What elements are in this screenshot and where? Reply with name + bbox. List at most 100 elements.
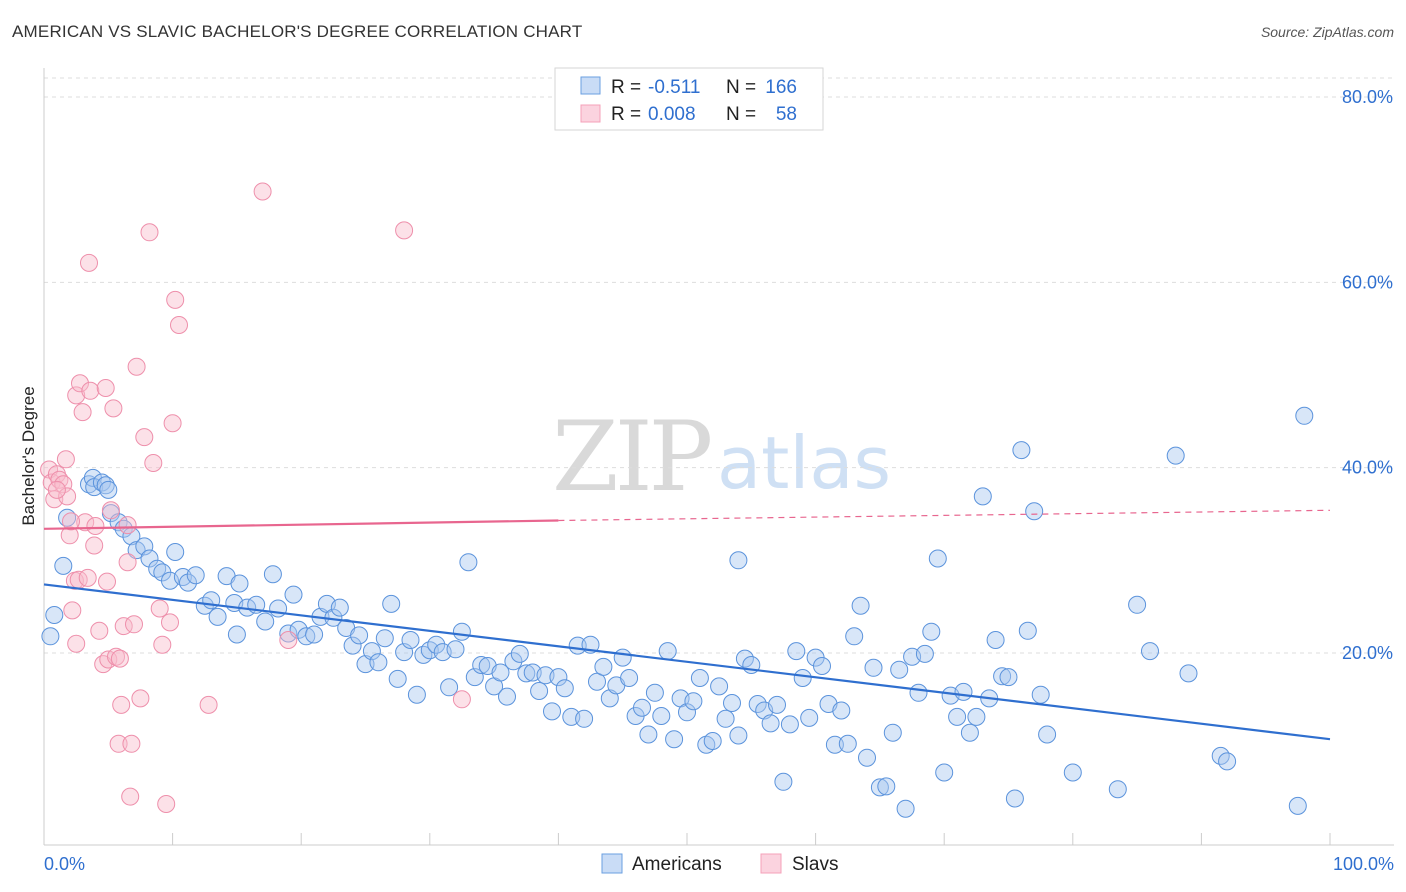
- slavs-point: [96, 379, 115, 397]
- americans-point: [883, 723, 902, 742]
- chart-title: AMERICAN VS SLAVIC BACHELOR'S DEGREE COR…: [12, 22, 583, 41]
- stats-slavs-n-label: N =: [726, 104, 756, 125]
- legend-item-americans[interactable]: Americans: [601, 853, 722, 875]
- stats-americans-r-value: -0.511: [648, 77, 700, 98]
- americans-point: [179, 573, 197, 592]
- americans-point: [1166, 446, 1185, 465]
- slavs-point: [90, 621, 109, 640]
- slavs-point: [67, 634, 86, 653]
- series-slavs: [40, 182, 471, 813]
- legend-americans-swatch: [601, 853, 623, 874]
- chart-source: Source: ZipAtlas.com: [1260, 24, 1394, 40]
- americans-point: [665, 730, 684, 749]
- americans-point: [948, 707, 967, 726]
- slavs-point: [131, 689, 150, 708]
- slavs-point: [163, 414, 182, 433]
- americans-point: [1018, 621, 1037, 640]
- slavs-point: [98, 572, 116, 591]
- slavs-point: [109, 734, 128, 753]
- slavs-point: [144, 454, 163, 472]
- americans-point: [633, 698, 651, 717]
- americans-point: [230, 574, 249, 593]
- slavs-trend-line-extension: [558, 509, 1331, 522]
- slavs-point: [170, 316, 188, 334]
- americans-point: [96, 476, 115, 495]
- americans-point: [427, 635, 446, 654]
- slavs-point: [78, 568, 97, 587]
- americans-point: [658, 642, 677, 661]
- americans-point: [504, 652, 523, 671]
- slavs-point: [153, 635, 172, 654]
- y-tick-label: 60.0%: [1342, 272, 1393, 292]
- americans-point: [928, 549, 947, 568]
- slavs-point: [112, 695, 131, 714]
- americans-point: [787, 642, 806, 661]
- americans-point: [780, 715, 799, 734]
- americans-point: [613, 648, 632, 667]
- americans-point: [838, 734, 857, 753]
- americans-point: [543, 702, 561, 721]
- americans-point: [645, 683, 664, 702]
- americans-point: [800, 708, 819, 727]
- slavs-trend-line: [43, 519, 559, 530]
- slavs-point: [63, 601, 82, 620]
- slavs-point: [122, 734, 141, 753]
- americans-point: [41, 627, 60, 646]
- americans-point: [1038, 725, 1057, 744]
- slavs-point: [58, 487, 77, 506]
- americans-point: [1179, 664, 1198, 683]
- americans-point: [710, 677, 729, 696]
- americans-point: [99, 480, 118, 499]
- slavs-point: [118, 516, 137, 535]
- americans-point: [498, 687, 516, 706]
- slavs-point: [56, 450, 75, 469]
- slavs-point: [76, 513, 95, 532]
- slavs-point: [157, 795, 176, 813]
- americans-point: [440, 678, 459, 697]
- americans-point: [1141, 642, 1159, 661]
- americans-point: [297, 627, 316, 646]
- stats-americans-n-value: 166: [765, 77, 797, 98]
- americans-point: [575, 709, 594, 728]
- slavs-point: [253, 182, 272, 201]
- americans-point: [45, 606, 64, 624]
- legend-item-slavs[interactable]: Slavs: [760, 853, 838, 875]
- americans-point: [227, 625, 246, 644]
- americans-point: [999, 668, 1018, 687]
- slavs-point: [118, 553, 137, 572]
- americans-point: [993, 667, 1012, 686]
- y-tick-labels: 20.0% 40.0% 60.0% 80.0%: [1342, 87, 1393, 663]
- slavs-point: [150, 599, 169, 618]
- americans-point: [140, 549, 159, 568]
- slavs-point: [121, 787, 140, 806]
- americans-point: [166, 543, 185, 561]
- americans-point: [452, 622, 471, 641]
- americans-point: [148, 559, 167, 578]
- americans-point: [1063, 763, 1082, 782]
- americans-point: [851, 596, 870, 615]
- slavs-point: [62, 512, 80, 531]
- americans-point: [1108, 780, 1127, 799]
- americans-trend-line: [43, 583, 1331, 741]
- americans-point: [594, 657, 613, 676]
- americans-point: [1218, 752, 1237, 771]
- stats-slavs-r-value: 0.008: [648, 104, 696, 125]
- americans-point: [382, 594, 401, 613]
- americans-point: [407, 685, 426, 704]
- americans-point: [716, 709, 735, 728]
- americans-point: [877, 777, 896, 796]
- americans-point: [703, 732, 722, 750]
- americans-point: [388, 669, 407, 688]
- americans-point: [793, 669, 812, 687]
- slavs-point: [199, 695, 218, 714]
- americans-point: [186, 566, 205, 585]
- americans-point: [690, 669, 709, 687]
- americans-point: [858, 748, 876, 767]
- americans-point: [909, 683, 928, 702]
- americans-point: [678, 703, 696, 722]
- slavs-point: [135, 428, 154, 447]
- americans-point: [446, 640, 465, 659]
- americans-point: [864, 658, 883, 677]
- slavs-point: [161, 613, 179, 632]
- americans-point: [54, 556, 73, 575]
